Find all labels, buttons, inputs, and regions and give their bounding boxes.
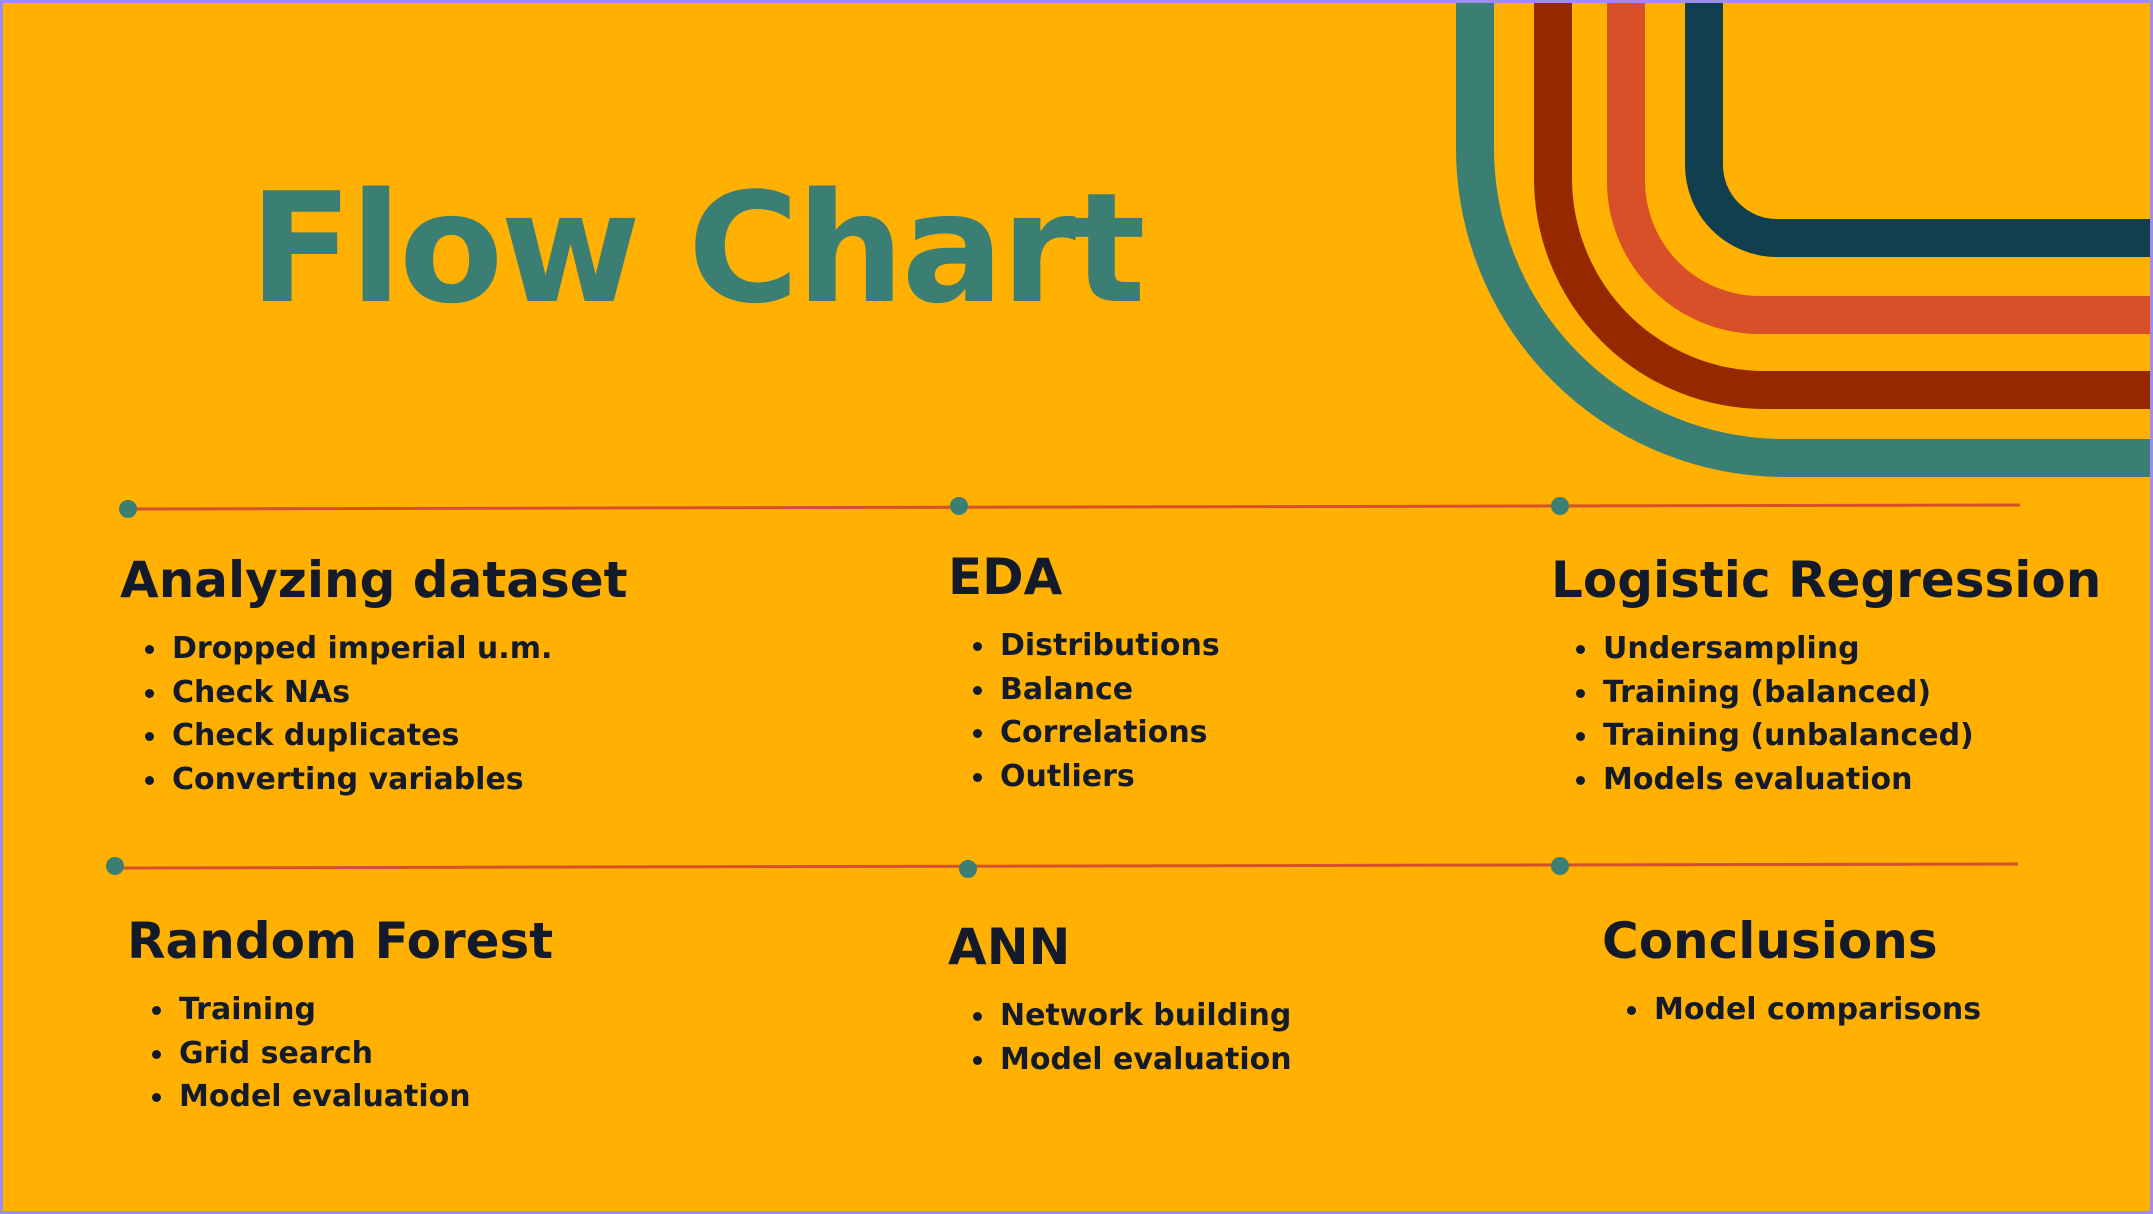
section-heading: Conclusions bbox=[1602, 912, 1938, 970]
list-item: Training (unbalanced) bbox=[1575, 714, 2101, 758]
timeline-line bbox=[127, 503, 2021, 511]
bullet-list: Distributions Balance Correlations Outli… bbox=[948, 624, 1220, 798]
section-conclusions: Conclusions Model comparisons bbox=[1602, 916, 1981, 1032]
rainbow-stripes-decoration bbox=[1456, 3, 2150, 477]
list-item: Model evaluation bbox=[973, 1038, 1292, 1082]
timeline-line bbox=[114, 862, 2019, 870]
bullet-list: Network building Model evaluation bbox=[948, 994, 1292, 1081]
list-item: Undersampling bbox=[1575, 627, 2101, 671]
timeline-node bbox=[1551, 497, 1569, 515]
timeline-node bbox=[106, 857, 124, 875]
list-item: Correlations bbox=[973, 711, 1220, 755]
section-heading: ANN bbox=[948, 918, 1071, 976]
timeline-node bbox=[1551, 857, 1569, 875]
list-item: Outliers bbox=[973, 755, 1220, 799]
section-analyzing-dataset: Analyzing dataset Dropped imperial u.m. … bbox=[120, 555, 628, 801]
stripe-navy bbox=[1685, 3, 2150, 257]
list-item: Network building bbox=[973, 994, 1292, 1038]
list-item: Check NAs bbox=[145, 671, 628, 715]
list-item: Model evaluation bbox=[151, 1075, 553, 1119]
section-ann: ANN Network building Model evaluation bbox=[948, 922, 1292, 1081]
list-item: Dropped imperial u.m. bbox=[145, 627, 628, 671]
bullet-list: Training Grid search Model evaluation bbox=[127, 988, 553, 1119]
section-heading: Analyzing dataset bbox=[120, 551, 628, 609]
list-item: Training (balanced) bbox=[1575, 671, 2101, 715]
list-item: Models evaluation bbox=[1575, 758, 2101, 802]
list-item: Check duplicates bbox=[145, 714, 628, 758]
timeline-row-1 bbox=[119, 497, 2021, 518]
section-heading: EDA bbox=[948, 548, 1063, 606]
list-item: Training bbox=[151, 988, 553, 1032]
list-item: Converting variables bbox=[145, 758, 628, 802]
stripe-maroon bbox=[1534, 3, 2150, 409]
section-heading: Logistic Regression bbox=[1551, 551, 2102, 609]
bullet-list: Undersampling Training (balanced) Traini… bbox=[1551, 627, 2101, 801]
bullet-list: Dropped imperial u.m. Check NAs Check du… bbox=[120, 627, 628, 801]
section-heading: Random Forest bbox=[127, 912, 554, 970]
stripe-orange bbox=[1607, 3, 2150, 334]
stripe-teal bbox=[1456, 3, 2150, 477]
timeline-node bbox=[119, 500, 137, 518]
list-item: Grid search bbox=[151, 1032, 553, 1076]
bullet-list: Model comparisons bbox=[1602, 988, 1981, 1032]
list-item: Distributions bbox=[973, 624, 1220, 668]
list-item: Balance bbox=[973, 668, 1220, 712]
decoration-layer bbox=[106, 3, 2150, 878]
timeline-node bbox=[959, 860, 977, 878]
section-random-forest: Random Forest Training Grid search Model… bbox=[127, 916, 553, 1119]
timeline-node bbox=[950, 497, 968, 515]
timeline-row-2 bbox=[106, 857, 2019, 878]
section-eda: EDA Distributions Balance Correlations O… bbox=[948, 552, 1220, 798]
list-item: Model comparisons bbox=[1626, 988, 1981, 1032]
section-logistic-regression: Logistic Regression Undersampling Traini… bbox=[1551, 555, 2101, 801]
page-title: Flow Chart bbox=[249, 160, 1146, 337]
